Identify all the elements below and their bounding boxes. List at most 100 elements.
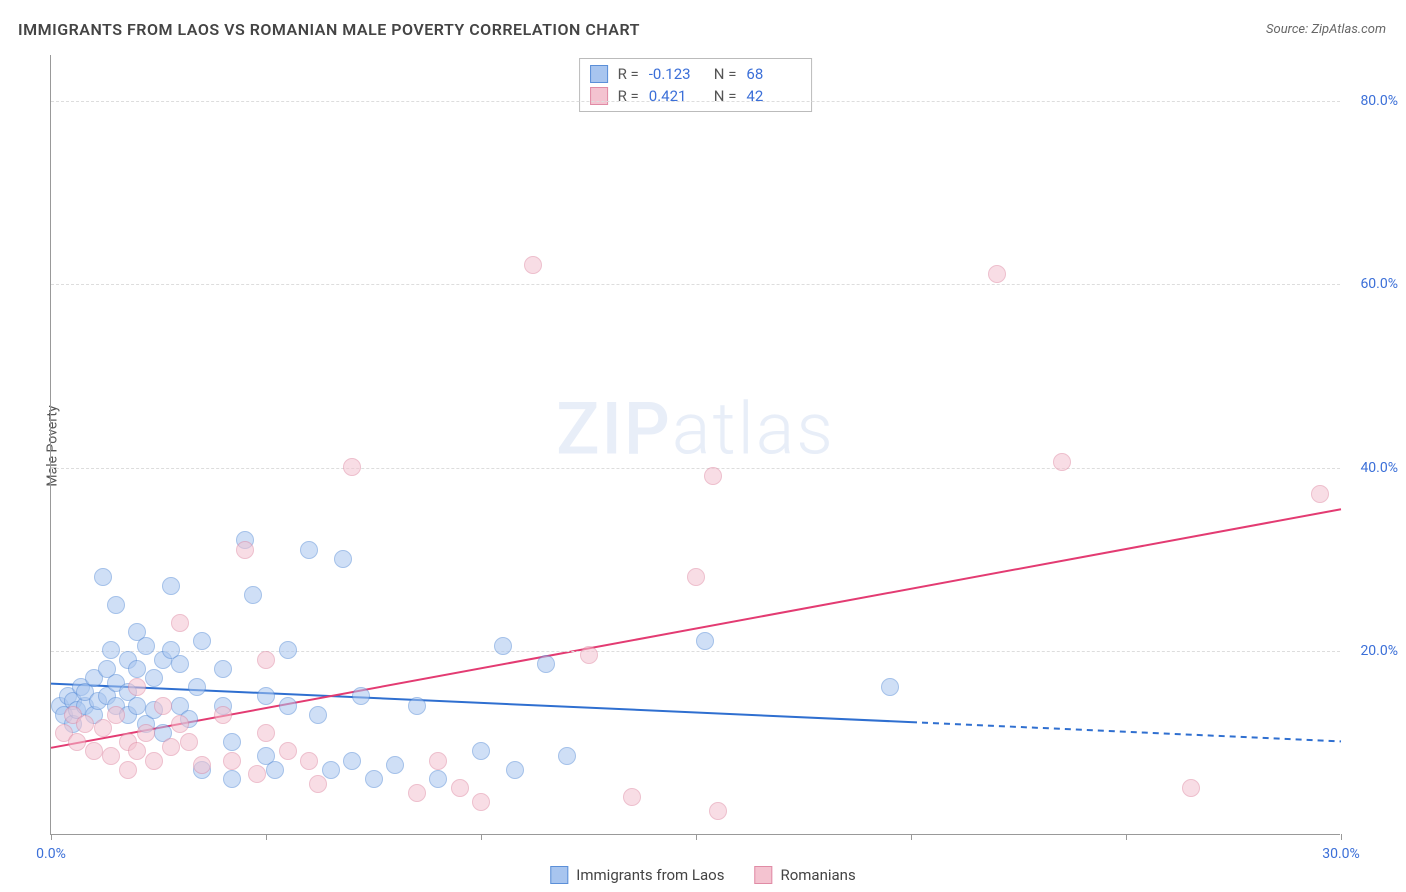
scatter-point bbox=[107, 596, 125, 614]
scatter-point bbox=[300, 541, 318, 559]
y-tick-label: 40.0% bbox=[1360, 460, 1398, 476]
x-tick bbox=[481, 834, 482, 840]
gridline bbox=[51, 468, 1340, 469]
scatter-point bbox=[76, 715, 94, 733]
x-tick bbox=[696, 834, 697, 840]
x-tick-label: 30.0% bbox=[1322, 846, 1360, 862]
scatter-point bbox=[343, 458, 361, 476]
x-tick bbox=[266, 834, 267, 840]
series2-swatch bbox=[590, 87, 608, 105]
scatter-point bbox=[128, 678, 146, 696]
x-tick bbox=[1341, 834, 1342, 840]
scatter-point bbox=[137, 724, 155, 742]
legend-swatch-2 bbox=[754, 866, 772, 884]
scatter-point bbox=[248, 765, 266, 783]
scatter-point bbox=[472, 793, 490, 811]
scatter-point bbox=[537, 655, 555, 673]
stats-row-2: R = 0.421 N = 42 bbox=[590, 85, 802, 107]
scatter-point bbox=[257, 687, 275, 705]
scatter-point bbox=[244, 586, 262, 604]
y-tick-label: 60.0% bbox=[1360, 276, 1398, 292]
scatter-point bbox=[193, 756, 211, 774]
scatter-point bbox=[309, 775, 327, 793]
scatter-point bbox=[558, 747, 576, 765]
scatter-point bbox=[214, 660, 232, 678]
scatter-point bbox=[709, 802, 727, 820]
scatter-point bbox=[128, 742, 146, 760]
scatter-point bbox=[279, 641, 297, 659]
watermark-bold: ZIP bbox=[556, 386, 672, 471]
source-label: Source: bbox=[1266, 22, 1308, 37]
scatter-point bbox=[257, 724, 275, 742]
scatter-point bbox=[162, 738, 180, 756]
watermark-light: atlas bbox=[672, 386, 835, 471]
scatter-point bbox=[334, 550, 352, 568]
gridline bbox=[51, 284, 1340, 285]
scatter-point bbox=[1311, 485, 1329, 503]
scatter-point bbox=[85, 742, 103, 760]
scatter-point bbox=[408, 697, 426, 715]
scatter-point bbox=[214, 706, 232, 724]
scatter-point bbox=[704, 467, 722, 485]
stats-legend-box: R = -0.123 N = 68 R = 0.421 N = 42 bbox=[579, 58, 813, 112]
scatter-point bbox=[223, 752, 241, 770]
scatter-point bbox=[193, 632, 211, 650]
scatter-point bbox=[696, 632, 714, 650]
source-attribution: Source: ZipAtlas.com bbox=[1266, 22, 1386, 37]
scatter-point bbox=[119, 761, 137, 779]
gridline bbox=[51, 651, 1340, 652]
scatter-point bbox=[145, 752, 163, 770]
series2-r-value: 0.421 bbox=[649, 87, 704, 105]
x-tick bbox=[1126, 834, 1127, 840]
scatter-point bbox=[257, 651, 275, 669]
source-value: ZipAtlas.com bbox=[1311, 22, 1386, 37]
scatter-point bbox=[145, 669, 163, 687]
scatter-point bbox=[322, 761, 340, 779]
scatter-point bbox=[266, 761, 284, 779]
scatter-point bbox=[68, 733, 86, 751]
scatter-point bbox=[524, 256, 542, 274]
scatter-point bbox=[472, 742, 490, 760]
legend-item-2: Romanians bbox=[754, 866, 855, 884]
scatter-point bbox=[429, 752, 447, 770]
chart-title: IMMIGRANTS FROM LAOS VS ROMANIAN MALE PO… bbox=[18, 20, 640, 39]
scatter-point bbox=[343, 752, 361, 770]
trend-lines bbox=[51, 55, 1341, 835]
scatter-point bbox=[494, 637, 512, 655]
scatter-point bbox=[506, 761, 524, 779]
scatter-point bbox=[102, 747, 120, 765]
series1-swatch bbox=[590, 65, 608, 83]
scatter-point bbox=[128, 660, 146, 678]
scatter-point bbox=[162, 577, 180, 595]
scatter-point bbox=[386, 756, 404, 774]
scatter-point bbox=[128, 697, 146, 715]
x-tick-label: 0.0% bbox=[36, 846, 66, 862]
scatter-point bbox=[1053, 453, 1071, 471]
y-tick-label: 20.0% bbox=[1360, 643, 1398, 659]
scatter-point bbox=[408, 784, 426, 802]
scatter-point bbox=[180, 733, 198, 751]
scatter-point bbox=[300, 752, 318, 770]
scatter-point bbox=[451, 779, 469, 797]
x-tick bbox=[51, 834, 52, 840]
legend-label-2: Romanians bbox=[780, 866, 855, 884]
scatter-point bbox=[352, 687, 370, 705]
scatter-point bbox=[171, 614, 189, 632]
scatter-point bbox=[236, 541, 254, 559]
legend-item-1: Immigrants from Laos bbox=[550, 866, 724, 884]
scatter-point bbox=[429, 770, 447, 788]
scatter-point bbox=[171, 655, 189, 673]
scatter-point bbox=[223, 733, 241, 751]
gridline bbox=[51, 101, 1340, 102]
scatter-point bbox=[309, 706, 327, 724]
trend-line-extension bbox=[911, 722, 1341, 741]
series2-n-value: 42 bbox=[746, 87, 801, 105]
watermark: ZIPatlas bbox=[556, 386, 835, 471]
series1-r-value: -0.123 bbox=[649, 65, 704, 83]
scatter-point bbox=[687, 568, 705, 586]
scatter-point bbox=[623, 788, 641, 806]
r-label: R = bbox=[618, 65, 639, 83]
legend-swatch-1 bbox=[550, 866, 568, 884]
plot-area: ZIPatlas R = -0.123 N = 68 R = 0.421 N =… bbox=[50, 55, 1340, 835]
scatter-point bbox=[223, 770, 241, 788]
